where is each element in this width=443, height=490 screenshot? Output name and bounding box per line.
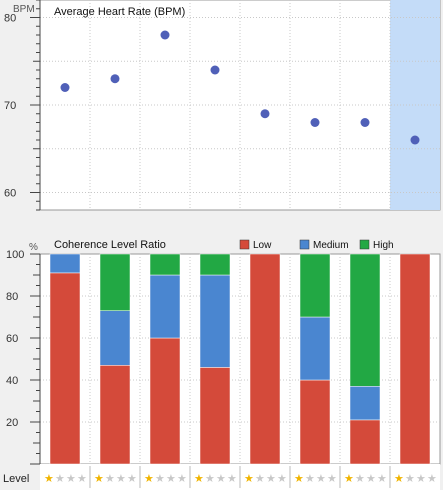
legend-label-low: Low (253, 240, 272, 251)
star-empty-icon: ★ (166, 473, 176, 485)
bar-segment-low (299, 379, 331, 465)
bar-segment-high (199, 253, 231, 276)
bar-segment-medium (199, 274, 231, 368)
star-empty-icon: ★ (427, 473, 437, 485)
legend-label-medium: Medium (313, 240, 349, 251)
star-filled-icon: ★ (144, 473, 154, 485)
star-empty-icon: ★ (155, 473, 165, 485)
star-empty-icon: ★ (327, 473, 337, 485)
legend-swatch-high (359, 239, 370, 250)
star-filled-icon: ★ (294, 473, 304, 485)
star-empty-icon: ★ (66, 473, 76, 485)
y-tick-label: 60 (4, 188, 16, 200)
y-tick-label: 70 (4, 100, 16, 112)
heart-rate-point (310, 118, 320, 127)
star-empty-icon: ★ (205, 473, 215, 485)
heart-rate-point (210, 65, 220, 75)
bar-segment-low (399, 253, 431, 465)
legend-swatch-medium (299, 239, 310, 250)
star-empty-icon: ★ (366, 473, 376, 485)
star-empty-icon: ★ (377, 473, 387, 485)
bar-segment-medium (299, 316, 331, 381)
level-row-label: Level (3, 473, 29, 485)
star-empty-icon: ★ (105, 473, 115, 485)
bar-segment-high (149, 253, 181, 276)
y-tick-label: 100 (6, 249, 24, 261)
legend-swatch-low (239, 239, 250, 250)
star-filled-icon: ★ (344, 473, 354, 485)
heart-rate-point (160, 30, 170, 40)
heart-rate-point (260, 109, 270, 119)
y-tick-label: 20 (6, 417, 18, 429)
heart-rate-grid (40, 0, 440, 210)
star-empty-icon: ★ (416, 473, 426, 485)
bar-segment-medium (99, 310, 131, 366)
bar-segment-medium (49, 253, 81, 274)
bar-segment-high (99, 253, 131, 311)
star-empty-icon: ★ (355, 473, 365, 485)
star-empty-icon: ★ (316, 473, 326, 485)
star-empty-icon: ★ (227, 473, 237, 485)
heart-rate-unit: BPM (13, 4, 35, 15)
star-empty-icon: ★ (77, 473, 87, 485)
heart-rate-point (360, 118, 370, 127)
legend-label-high: High (373, 240, 394, 251)
bar-segment-medium (349, 386, 381, 421)
star-filled-icon: ★ (244, 473, 254, 485)
heart-rate-point (60, 83, 70, 92)
coherence-legend: Low Medium High (239, 239, 394, 251)
star-filled-icon: ★ (394, 473, 404, 485)
star-empty-icon: ★ (177, 473, 187, 485)
heart-rate-y-axis: 60 70 80 (4, 0, 41, 211)
bar-segment-low (249, 253, 281, 465)
heart-rate-points (60, 30, 420, 145)
coherence-title: Coherence Level Ratio (54, 239, 166, 251)
bar-segment-low (349, 419, 381, 465)
y-tick-label: 80 (4, 13, 16, 25)
y-tick-label: 60 (6, 333, 18, 345)
star-filled-icon: ★ (44, 473, 54, 485)
bar-segment-low (199, 367, 231, 465)
star-empty-icon: ★ (116, 473, 126, 485)
heart-rate-point (110, 74, 120, 84)
coherence-unit: % (29, 242, 38, 253)
star-empty-icon: ★ (277, 473, 287, 485)
heart-rate-title: Average Heart Rate (BPM) (54, 6, 185, 18)
bar-segment-low (49, 272, 81, 465)
bar-segment-high (349, 253, 381, 387)
star-filled-icon: ★ (94, 473, 104, 485)
star-empty-icon: ★ (216, 473, 226, 485)
star-empty-icon: ★ (266, 473, 276, 485)
bar-segment-high (299, 253, 331, 318)
star-empty-icon: ★ (255, 473, 265, 485)
star-empty-icon: ★ (405, 473, 415, 485)
bar-segment-medium (149, 274, 181, 339)
star-empty-icon: ★ (305, 473, 315, 485)
y-tick-label: 40 (6, 375, 18, 387)
heart-rate-point (410, 135, 420, 145)
bar-segment-low (149, 337, 181, 465)
bar-segment-low (99, 365, 131, 465)
coherence-bars (49, 253, 431, 465)
star-filled-icon: ★ (194, 473, 204, 485)
star-empty-icon: ★ (55, 473, 65, 485)
y-tick-label: 80 (6, 291, 18, 303)
coherence-y-axis: 20 40 60 80 100 (6, 249, 41, 465)
level-stars: ★ ★ ★ ★ ★ ★ ★ ★ ★ ★ ★ ★ ★ ★ ★ ★ ★ ★ ★ ★ ★ ★ ★ ★ ★ ★ ★ ★ ★ ★ ★ ★ (44, 466, 437, 488)
star-empty-icon: ★ (127, 473, 137, 485)
heart-rate-chart: 60 70 80 BPM Average Heart Rate (BPM) (4, 0, 441, 211)
